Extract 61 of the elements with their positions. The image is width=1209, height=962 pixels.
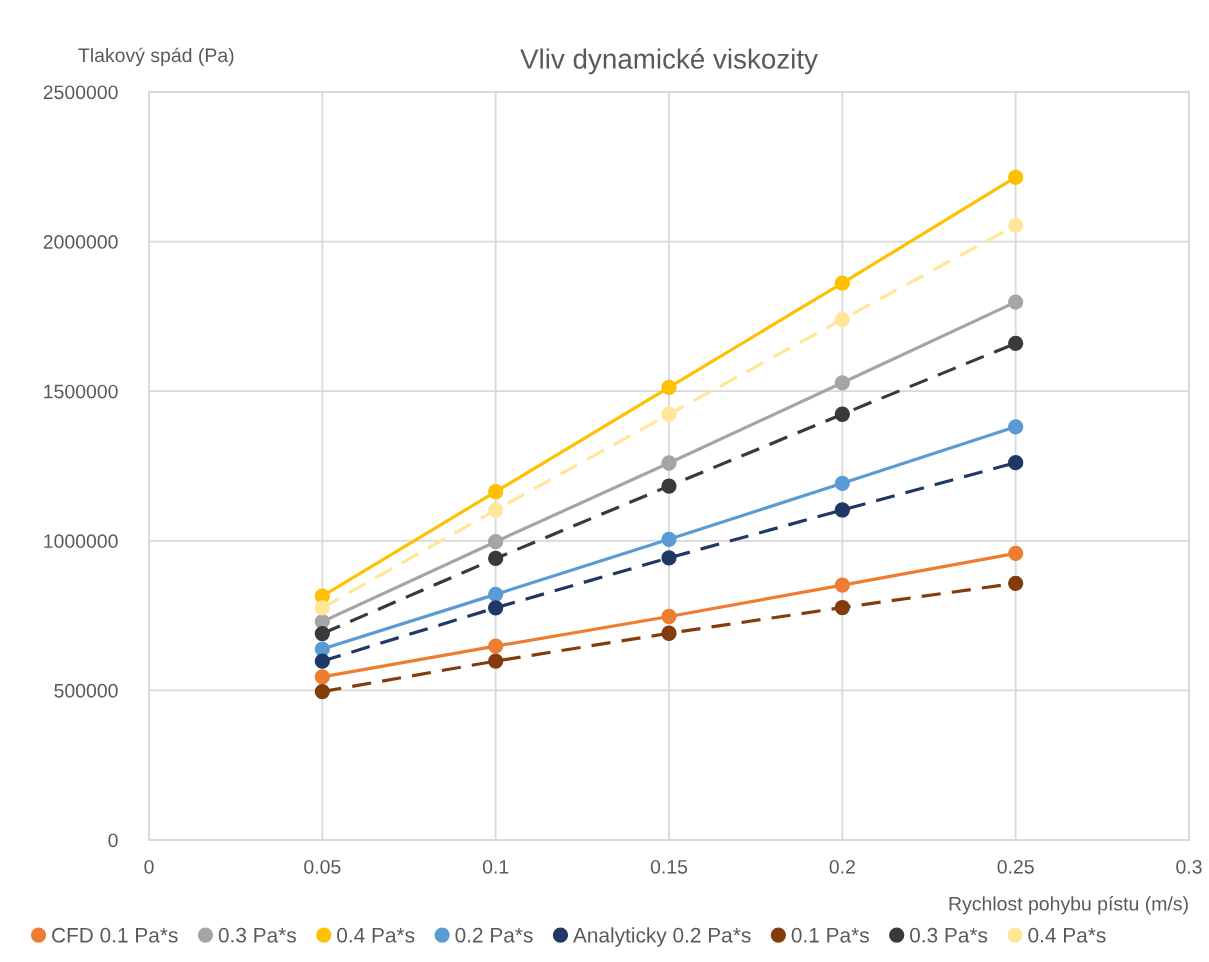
x-tick-label: 0 bbox=[144, 859, 154, 874]
point bbox=[488, 534, 504, 550]
y-tick-label: 0 bbox=[108, 833, 118, 848]
point bbox=[834, 311, 850, 328]
point bbox=[314, 600, 330, 616]
x-tick-label: 0.15 bbox=[650, 859, 688, 874]
point bbox=[661, 550, 677, 566]
point bbox=[1008, 575, 1024, 591]
point bbox=[1008, 455, 1024, 471]
point bbox=[661, 531, 677, 547]
x-tick-label: 0.2 bbox=[829, 859, 855, 874]
y-axis-title: Tlakový spád (Pa) bbox=[78, 47, 234, 67]
legend-label: 0.3 Pa*s bbox=[218, 927, 296, 943]
point bbox=[488, 502, 504, 518]
point bbox=[661, 608, 677, 625]
point bbox=[488, 638, 504, 654]
legend-label: 0.2 Pa*s bbox=[455, 927, 533, 943]
point bbox=[661, 625, 677, 641]
legend-label: 0.3 Pa*s bbox=[910, 927, 988, 943]
point bbox=[834, 475, 850, 491]
point bbox=[661, 406, 677, 422]
point bbox=[834, 275, 850, 291]
legend-label: CFD 0.1 Pa*s bbox=[52, 927, 178, 943]
x-tick-label: 0.05 bbox=[304, 859, 341, 874]
legend-label: 0.4 Pa*s bbox=[1028, 927, 1106, 943]
x-axis-title: Rychlost pohybu pístu (m/s) bbox=[949, 896, 1188, 915]
point bbox=[661, 379, 677, 395]
point bbox=[834, 375, 850, 391]
point bbox=[1008, 335, 1024, 351]
point bbox=[661, 455, 677, 471]
point bbox=[1008, 545, 1024, 562]
point bbox=[488, 600, 504, 616]
point bbox=[488, 550, 504, 567]
point bbox=[661, 478, 677, 494]
y-tick-label: 2500000 bbox=[43, 85, 118, 100]
y-tick-label: 1000000 bbox=[44, 534, 118, 549]
point bbox=[1008, 419, 1024, 435]
legend-label: 0.4 Pa*s bbox=[337, 927, 415, 943]
legend-label: 0.1 Pa*s bbox=[791, 927, 869, 943]
y-tick-label: 2000000 bbox=[43, 235, 118, 249]
x-tick-label: 0.3 bbox=[1176, 859, 1202, 874]
point bbox=[1008, 294, 1024, 310]
point bbox=[1008, 217, 1024, 234]
x-tick-label: 0.25 bbox=[997, 859, 1034, 874]
point bbox=[834, 599, 850, 616]
point bbox=[314, 669, 330, 685]
point bbox=[834, 502, 850, 518]
point bbox=[488, 653, 504, 669]
point bbox=[488, 484, 504, 500]
point bbox=[314, 683, 330, 700]
point bbox=[1008, 169, 1024, 185]
point bbox=[488, 586, 504, 602]
point bbox=[834, 406, 850, 422]
point bbox=[834, 577, 850, 593]
chart-title: Vliv dynamické viskozity bbox=[520, 48, 818, 75]
legend-label: Analyticky 0.2 Pa*s bbox=[573, 927, 751, 947]
y-tick-label: 1500000 bbox=[44, 384, 118, 399]
point bbox=[314, 625, 330, 642]
point bbox=[314, 653, 330, 669]
x-tick-label: 0.1 bbox=[482, 859, 509, 874]
y-tick-label: 500000 bbox=[54, 683, 118, 698]
